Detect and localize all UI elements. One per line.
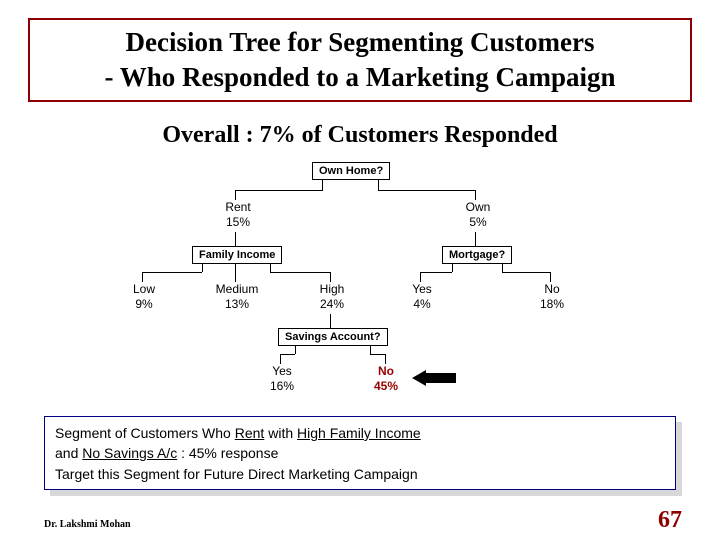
summary-text: and: [55, 445, 82, 461]
leaf-label: High: [320, 282, 345, 296]
leaf-medium: Medium 13%: [210, 282, 264, 312]
summary-underline-rent: Rent: [235, 425, 265, 441]
leaf-pct: 5%: [469, 215, 486, 229]
leaf-pct: 9%: [135, 297, 152, 311]
summary-line-2: and No Savings A/c : 45% response: [55, 443, 665, 463]
leaf-pct: 18%: [540, 297, 564, 311]
decision-tree: Own Home? Rent 15% Own 5% Family Income …: [120, 162, 600, 410]
summary-underline-savings: No Savings A/c: [82, 445, 177, 461]
summary-box: Segment of Customers Who Rent with High …: [44, 416, 676, 490]
leaf-pct: 45%: [374, 379, 398, 393]
leaf-label: Own: [466, 200, 491, 214]
leaf-rent: Rent 15%: [218, 200, 258, 230]
leaf-label: Medium: [216, 282, 259, 296]
leaf-pct: 24%: [320, 297, 344, 311]
summary-content: Segment of Customers Who Rent with High …: [44, 416, 676, 490]
node-savings: Savings Account?: [278, 328, 388, 346]
summary-underline-income: High Family Income: [297, 425, 421, 441]
node-family-income: Family Income: [192, 246, 282, 264]
node-label: Own Home?: [319, 165, 383, 177]
node-label: Mortgage?: [449, 249, 505, 261]
leaf-pct: 13%: [225, 297, 249, 311]
leaf-label: Yes: [272, 364, 292, 378]
leaf-savings-no: No 45%: [368, 364, 404, 394]
node-mortgage: Mortgage?: [442, 246, 512, 264]
node-label: Family Income: [199, 249, 275, 261]
leaf-high: High 24%: [312, 282, 352, 312]
summary-line-1: Segment of Customers Who Rent with High …: [55, 423, 665, 443]
leaf-savings-yes: Yes 16%: [264, 364, 300, 394]
leaf-low: Low 9%: [124, 282, 164, 312]
subtitle: Overall : 7% of Customers Responded: [0, 122, 720, 149]
page-number: 67: [658, 507, 682, 534]
leaf-label: Yes: [412, 282, 432, 296]
summary-text: Segment of Customers Who: [55, 425, 235, 441]
summary-line-3: Target this Segment for Future Direct Ma…: [55, 464, 665, 484]
summary-text: with: [264, 425, 297, 441]
author-name: Dr. Lakshmi Mohan: [44, 519, 131, 530]
leaf-label: No: [378, 364, 394, 378]
leaf-mortgage-no: No 18%: [534, 282, 570, 312]
summary-text: : 45% response: [177, 445, 278, 461]
leaf-pct: 4%: [413, 297, 430, 311]
highlight-arrow-icon: [412, 370, 456, 386]
leaf-label: Rent: [225, 200, 250, 214]
node-label: Savings Account?: [285, 331, 381, 343]
title-line-2: - Who Responded to a Marketing Campaign: [104, 60, 615, 95]
leaf-pct: 16%: [270, 379, 294, 393]
leaf-own: Own 5%: [458, 200, 498, 230]
node-own-home: Own Home?: [312, 162, 390, 180]
title-line-1: Decision Tree for Segmenting Customers: [126, 25, 595, 60]
leaf-pct: 15%: [226, 215, 250, 229]
leaf-label: No: [544, 282, 559, 296]
leaf-label: Low: [133, 282, 155, 296]
leaf-mortgage-yes: Yes 4%: [404, 282, 440, 312]
title-box: Decision Tree for Segmenting Customers -…: [28, 18, 692, 102]
